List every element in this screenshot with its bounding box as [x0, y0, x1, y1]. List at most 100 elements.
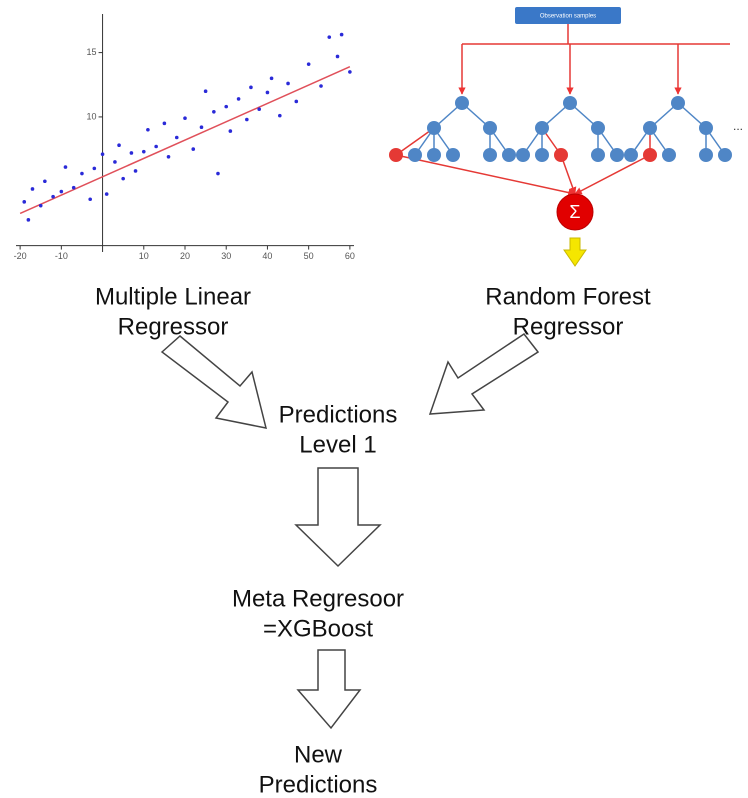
node [535, 121, 549, 135]
node [427, 121, 441, 135]
point [265, 90, 270, 95]
node [408, 148, 422, 162]
node [427, 148, 441, 162]
ellipsis: ... [733, 119, 743, 133]
node [483, 148, 497, 162]
point [224, 104, 229, 109]
point [117, 143, 121, 148]
point [257, 107, 261, 111]
x-tick-label: 60 [345, 251, 355, 261]
point [216, 171, 220, 176]
label: Regressor [513, 313, 624, 340]
edge [395, 154, 576, 197]
node [671, 96, 685, 110]
point [174, 135, 179, 140]
point [306, 62, 311, 66]
node [535, 148, 549, 162]
point [141, 149, 146, 154]
edge [395, 127, 435, 156]
point [100, 152, 105, 157]
node [624, 148, 638, 162]
point [228, 129, 233, 133]
point [319, 84, 323, 88]
point [269, 76, 274, 81]
point [212, 109, 216, 114]
point [63, 165, 68, 169]
node [455, 96, 469, 110]
node [591, 148, 605, 162]
output-arrow [563, 237, 587, 267]
arrow [294, 467, 382, 568]
node [610, 148, 624, 162]
node [483, 121, 497, 135]
point [203, 89, 208, 93]
input-label: Observation samples [540, 14, 596, 20]
label: Random Forest [485, 283, 651, 310]
point [129, 151, 134, 155]
label: Regressor [118, 313, 229, 340]
x-tick-label: 10 [139, 251, 149, 261]
point [183, 116, 187, 121]
point [30, 187, 35, 191]
point [104, 192, 109, 196]
x-tick-label: 40 [262, 251, 272, 261]
node [643, 121, 657, 135]
edge [574, 154, 651, 195]
point [245, 117, 249, 122]
point [80, 171, 84, 176]
label: Level 1 [299, 431, 376, 458]
y-tick-label: 15 [87, 47, 97, 57]
node [591, 121, 605, 135]
point [51, 194, 55, 199]
label: Meta Regresoor [232, 585, 404, 612]
point [71, 185, 76, 190]
node [643, 148, 657, 162]
point [88, 197, 92, 202]
point [22, 200, 27, 204]
node [554, 148, 568, 162]
point [133, 169, 138, 173]
node [446, 148, 460, 162]
node [563, 96, 577, 110]
label: Predictions [279, 401, 398, 428]
point [348, 70, 352, 74]
x-tick-label: 50 [304, 251, 314, 261]
point [43, 179, 47, 184]
point [249, 85, 253, 90]
point [191, 147, 196, 151]
point [327, 35, 332, 39]
node [662, 148, 676, 162]
point [294, 99, 299, 104]
x-tick-label: -20 [14, 251, 27, 261]
point [162, 121, 167, 126]
point [286, 81, 290, 86]
label: Multiple Linear [95, 283, 251, 310]
point [154, 144, 158, 149]
point [59, 189, 64, 194]
input-box [515, 7, 621, 24]
y-tick-label: 10 [87, 111, 97, 121]
fit-line [19, 66, 351, 215]
node [516, 148, 530, 162]
arrow [160, 335, 268, 429]
node [718, 148, 732, 162]
label: New [294, 741, 343, 768]
arrow [428, 332, 540, 415]
node [502, 148, 516, 162]
arrow [296, 649, 362, 730]
sum-node [556, 193, 594, 231]
point [199, 125, 204, 130]
node [389, 148, 403, 162]
point [113, 160, 117, 164]
point [166, 155, 171, 159]
point [121, 176, 125, 181]
label: =XGBoost [263, 615, 373, 642]
point [339, 32, 344, 37]
point [26, 218, 31, 222]
point [236, 97, 241, 101]
node [699, 148, 713, 162]
point [335, 54, 340, 59]
point [278, 113, 282, 118]
